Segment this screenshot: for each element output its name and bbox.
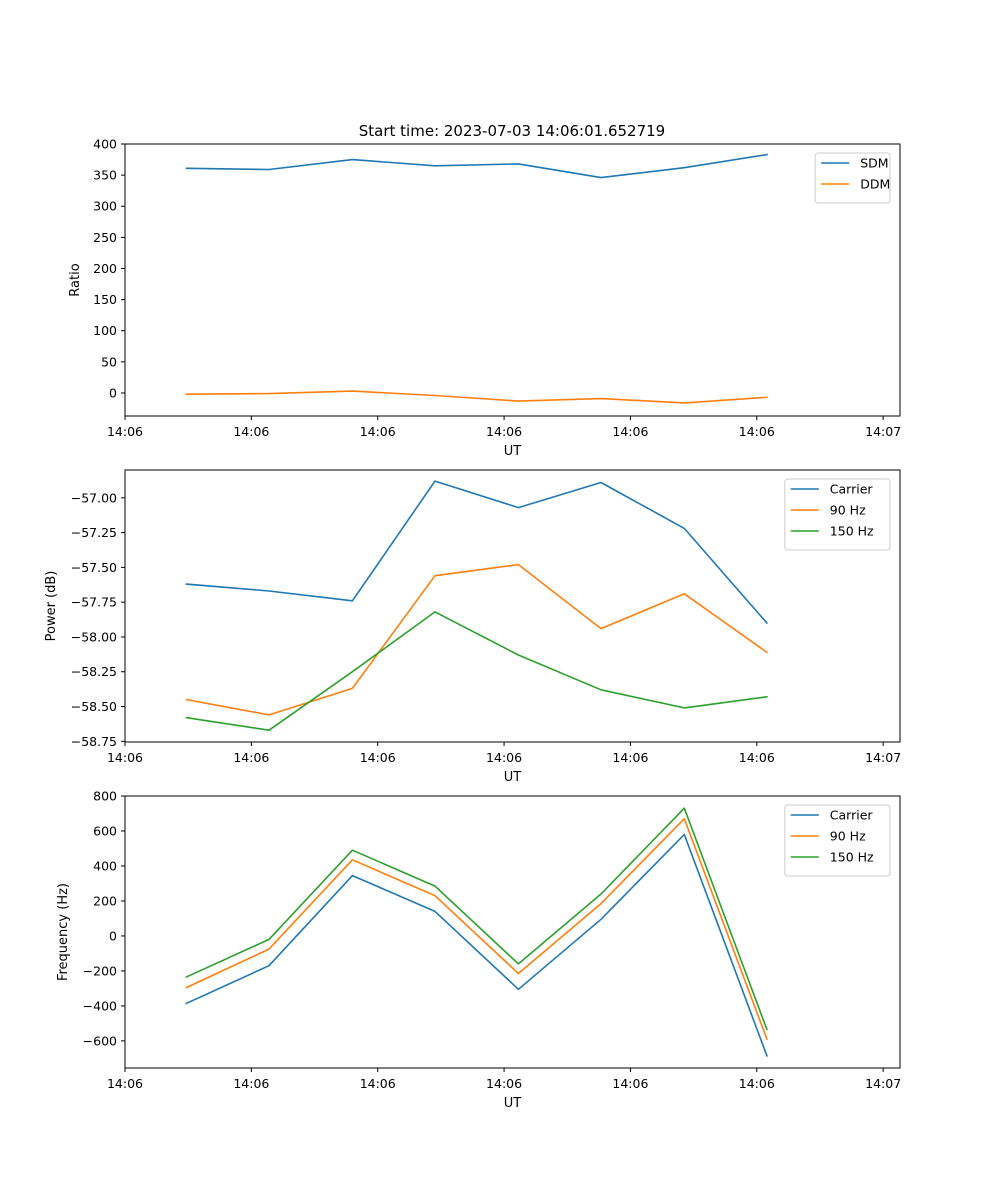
x-tick-label: 14:07 — [865, 424, 901, 439]
legend-label: 90 Hz — [830, 503, 866, 518]
x-tick-label: 14:06 — [360, 1076, 396, 1091]
y-tick-label: 400 — [93, 858, 117, 873]
axes-frame — [124, 469, 901, 743]
series-line-sdm — [185, 153, 768, 179]
x-tick-label: 14:06 — [107, 1076, 143, 1091]
y-tick-label: 200 — [93, 261, 117, 276]
x-tick-label: 14:06 — [233, 424, 269, 439]
y-tick-label: −58.25 — [71, 664, 117, 679]
subplot-2: 14:06 14:06 14:06 14:06 14:06 14:06 14:07 −57.0… — [44, 469, 901, 785]
y-tick-label: 150 — [93, 292, 117, 307]
x-tick-label: 14:06 — [107, 424, 143, 439]
legend-box — [784, 804, 891, 877]
x-tick-label: 14:06 — [107, 750, 143, 765]
x-tick-label: 14:06 — [612, 750, 648, 765]
legend-label: 90 Hz — [830, 829, 866, 844]
series-line-carrier — [185, 480, 769, 625]
y-tick-label: 0 — [109, 928, 117, 943]
x-tick-label: 14:06 — [612, 1076, 648, 1091]
series-line-ddm — [185, 390, 768, 404]
x-axis-label: UT — [504, 770, 522, 785]
x-tick-label: 14:06 — [233, 750, 269, 765]
series-line-150-hz — [185, 807, 768, 1031]
plots-container: 14:06 14:06 14:06 14:06 14:06 14:06 14:07 0 50 10… — [44, 137, 901, 1112]
y-tick-label: −600 — [83, 1033, 117, 1048]
y-axis-label: Ratio — [68, 263, 83, 296]
series-line-90-hz — [185, 563, 769, 716]
x-tick-label: 14:06 — [739, 750, 775, 765]
y-tick-label: 50 — [101, 354, 117, 369]
legend: Carrier 90 Hz 150 Hz — [784, 804, 891, 877]
x-axis-label: UT — [504, 1096, 522, 1111]
x-tick-label: 14:06 — [739, 1076, 775, 1091]
legend: Carrier 90 Hz 150 Hz — [784, 478, 891, 551]
x-tick-label: 14:06 — [233, 1076, 269, 1091]
y-tick-label: −57.75 — [71, 595, 117, 610]
y-tick-label: −57.50 — [71, 560, 117, 575]
series-line-90-hz — [185, 817, 768, 1041]
subplot-3: 14:06 14:06 14:06 14:06 14:06 14:06 14:07 800 60… — [56, 789, 901, 1112]
y-tick-label: 600 — [93, 823, 117, 838]
x-tick-label: 14:06 — [612, 424, 648, 439]
series-lines — [185, 807, 768, 1057]
y-tick-label: 0 — [109, 385, 117, 400]
y-tick-label: 100 — [93, 323, 117, 338]
y-tick-label: −58.50 — [71, 699, 117, 714]
legend-label: Carrier — [830, 808, 874, 823]
y-tick-label: 400 — [93, 137, 117, 152]
legend-label: 150 Hz — [830, 524, 874, 539]
series-line-carrier — [185, 833, 768, 1057]
legend-label: DDM — [860, 177, 890, 192]
y-axis-label: Frequency (Hz) — [56, 883, 71, 981]
legend-box — [814, 152, 891, 204]
series-lines — [185, 153, 768, 404]
x-tick-label: 14:07 — [865, 1076, 901, 1091]
x-tick-label: 14:06 — [360, 424, 396, 439]
y-tick-label: −58.75 — [71, 734, 117, 749]
x-tick-label: 14:06 — [486, 424, 522, 439]
y-tick-label: −57.25 — [71, 525, 117, 540]
axes-frame — [124, 143, 901, 417]
legend-box — [784, 478, 891, 551]
y-tick-label: 800 — [93, 789, 117, 804]
figure-title: Start time: 2023-07-03 14:06:01.652719 — [359, 122, 665, 140]
y-tick-label: 300 — [93, 199, 117, 214]
y-tick-label: −58.00 — [71, 629, 117, 644]
subplot-1: 14:06 14:06 14:06 14:06 14:06 14:06 14:07 0 50 10… — [68, 137, 901, 460]
y-tick-label: −400 — [83, 998, 117, 1013]
y-tick-label: −200 — [83, 963, 117, 978]
x-tick-label: 14:06 — [486, 750, 522, 765]
legend: SDM DDM — [814, 152, 891, 204]
axes-frame — [124, 795, 901, 1069]
legend-label: Carrier — [830, 482, 874, 497]
x-tick-label: 14:06 — [486, 1076, 522, 1091]
x-tick-label: 14:06 — [739, 424, 775, 439]
y-tick-label: −57.00 — [71, 490, 117, 505]
x-tick-label: 14:07 — [865, 750, 901, 765]
legend-label: SDM — [860, 156, 888, 171]
y-axis-label: Power (dB) — [44, 571, 59, 642]
y-tick-label: 200 — [93, 893, 117, 908]
series-line-150-hz — [185, 611, 768, 732]
y-tick-label: 250 — [93, 230, 117, 245]
x-tick-label: 14:06 — [360, 750, 396, 765]
y-tick-label: 350 — [93, 168, 117, 183]
x-axis-label: UT — [504, 444, 522, 459]
legend-label: 150 Hz — [830, 850, 874, 865]
series-lines — [185, 480, 769, 732]
